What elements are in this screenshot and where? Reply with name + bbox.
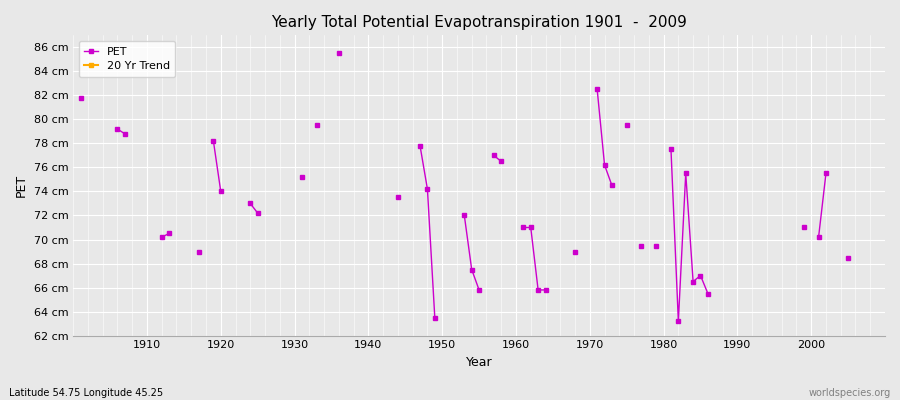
Line: PET: PET (79, 52, 850, 323)
Legend: PET, 20 Yr Trend: PET, 20 Yr Trend (78, 41, 176, 77)
Text: worldspecies.org: worldspecies.org (809, 388, 891, 398)
Y-axis label: PET: PET (15, 174, 28, 197)
X-axis label: Year: Year (466, 356, 492, 369)
PET (607, 183, 617, 188)
PET (518, 225, 529, 230)
PET (75, 95, 86, 100)
Text: Latitude 54.75 Longitude 45.25: Latitude 54.75 Longitude 45.25 (9, 388, 163, 398)
Title: Yearly Total Potential Evapotranspiration 1901  -  2009: Yearly Total Potential Evapotranspiratio… (271, 15, 687, 30)
